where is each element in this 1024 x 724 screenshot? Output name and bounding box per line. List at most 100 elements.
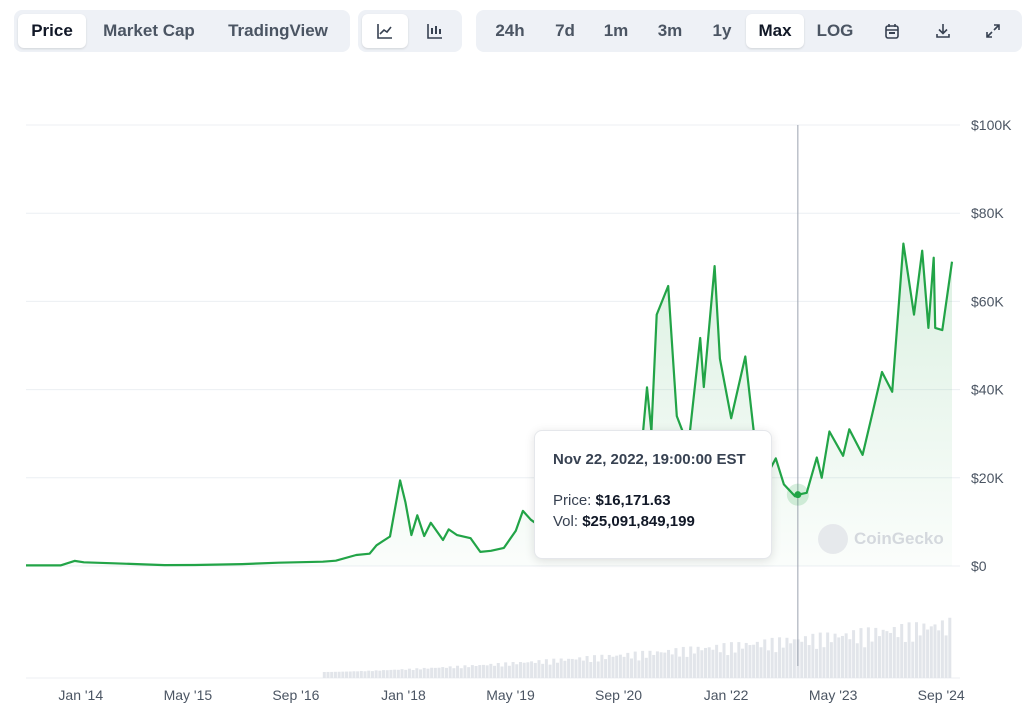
candlestick-chart-button[interactable] (412, 14, 458, 48)
volume-bar (370, 671, 374, 678)
tooltip-price-value: $16,171.63 (595, 492, 671, 509)
volume-bar (596, 661, 600, 678)
volume-bar (737, 642, 741, 678)
volume-bar (470, 665, 474, 678)
range-24h[interactable]: 24h (495, 21, 525, 40)
volume-bar (437, 667, 441, 678)
line-chart-button[interactable] (362, 14, 408, 48)
volume-bar (485, 665, 489, 678)
volume-bar (630, 658, 634, 678)
volume-bar (382, 670, 386, 678)
volume-bar (826, 632, 830, 678)
volume-bar (481, 664, 485, 678)
volume-bar (948, 617, 952, 678)
volume-bar (389, 669, 393, 678)
range-max[interactable]: Max (746, 14, 804, 48)
volume-bar (663, 652, 667, 678)
volume-bar (667, 649, 671, 678)
volume-bar (655, 651, 659, 678)
volume-bar (644, 657, 648, 678)
volume-bar (829, 642, 833, 678)
calendar-button[interactable] (866, 14, 918, 48)
volume-bar (411, 669, 415, 678)
volume-bar (641, 650, 645, 678)
range-1y[interactable]: 1y (712, 21, 732, 40)
volume-bar (489, 663, 493, 678)
volume-bar (759, 647, 763, 678)
volume-bar (448, 666, 452, 678)
volume-bar (615, 655, 619, 678)
volume-bar (585, 656, 589, 678)
volume-bar (541, 663, 545, 678)
volume-bar (441, 667, 445, 678)
volume-bar (852, 630, 856, 678)
volume-bar (874, 627, 878, 678)
log-toggle[interactable]: LOG (816, 21, 854, 40)
volume-bar (459, 668, 463, 678)
x-tick-label: Sep '24 (918, 687, 965, 703)
volume-bar (337, 671, 341, 678)
volume-bar (670, 654, 674, 678)
y-tick-label: $40K (971, 382, 1004, 398)
volume-bar (518, 661, 522, 678)
volume-bar (926, 629, 930, 678)
range-7d[interactable]: 7d (555, 21, 575, 40)
download-button[interactable] (918, 14, 968, 48)
volume-bar (896, 637, 900, 678)
y-tick-label: $60K (971, 293, 1004, 309)
volume-bar (774, 652, 778, 678)
volume-bar (929, 626, 933, 678)
tooltip-volume-value: $25,091,849,199 (582, 513, 695, 530)
tooltip-volume-row: Vol: $25,091,849,199 (553, 513, 753, 530)
volume-bar (711, 649, 715, 678)
volume-bar (522, 662, 526, 678)
volume-bar (744, 642, 748, 678)
range-3m[interactable]: 3m (657, 21, 683, 40)
volume-bar (726, 655, 730, 678)
volume-bar (889, 632, 893, 678)
volume-bar (855, 643, 859, 678)
view-tab-group: Price Market Cap TradingView (14, 10, 350, 52)
volume-bar (530, 661, 534, 678)
volume-bar (415, 668, 419, 678)
coingecko-watermark: CoinGecko (818, 524, 944, 554)
volume-bar (911, 641, 915, 678)
volume-bar (689, 646, 693, 678)
volume-bar (526, 662, 530, 678)
volume-bar (844, 633, 848, 678)
volume-bar (822, 647, 826, 678)
volume-bar (763, 639, 767, 678)
expand-button[interactable] (968, 14, 1018, 48)
expand-icon (986, 24, 1000, 38)
volume-bar (544, 659, 548, 678)
volume-bar (611, 656, 615, 678)
volume-bar (345, 671, 349, 678)
x-tick-label: May '15 (164, 687, 213, 703)
volume-bar (456, 665, 460, 678)
volume-bar (322, 672, 326, 678)
volume-bar (341, 671, 345, 678)
tab-price[interactable]: Price (18, 14, 86, 48)
coingecko-logo-icon (818, 524, 848, 554)
volume-bar (385, 670, 389, 678)
volume-bar (933, 624, 937, 678)
volume-bar (496, 662, 500, 678)
volume-bar (500, 666, 504, 678)
volume-bar (707, 647, 711, 678)
volume-bar (789, 643, 793, 678)
volume-bar (452, 668, 456, 678)
range-1m[interactable]: 1m (603, 21, 629, 40)
volume-bar (533, 662, 537, 678)
tooltip-volume-label: Vol: (553, 513, 579, 530)
volume-bar (396, 669, 400, 678)
tab-tradingview[interactable]: TradingView (228, 21, 328, 40)
volume-bar (563, 660, 567, 678)
tooltip-date: Nov 22, 2022, 19:00:00 EST (553, 451, 746, 468)
volume-bar (778, 637, 782, 678)
volume-bar (404, 669, 408, 678)
volume-bar (840, 635, 844, 678)
volume-bar (407, 668, 411, 678)
x-tick-label: Sep '20 (595, 687, 642, 703)
tab-market-cap[interactable]: Market Cap (103, 21, 195, 40)
